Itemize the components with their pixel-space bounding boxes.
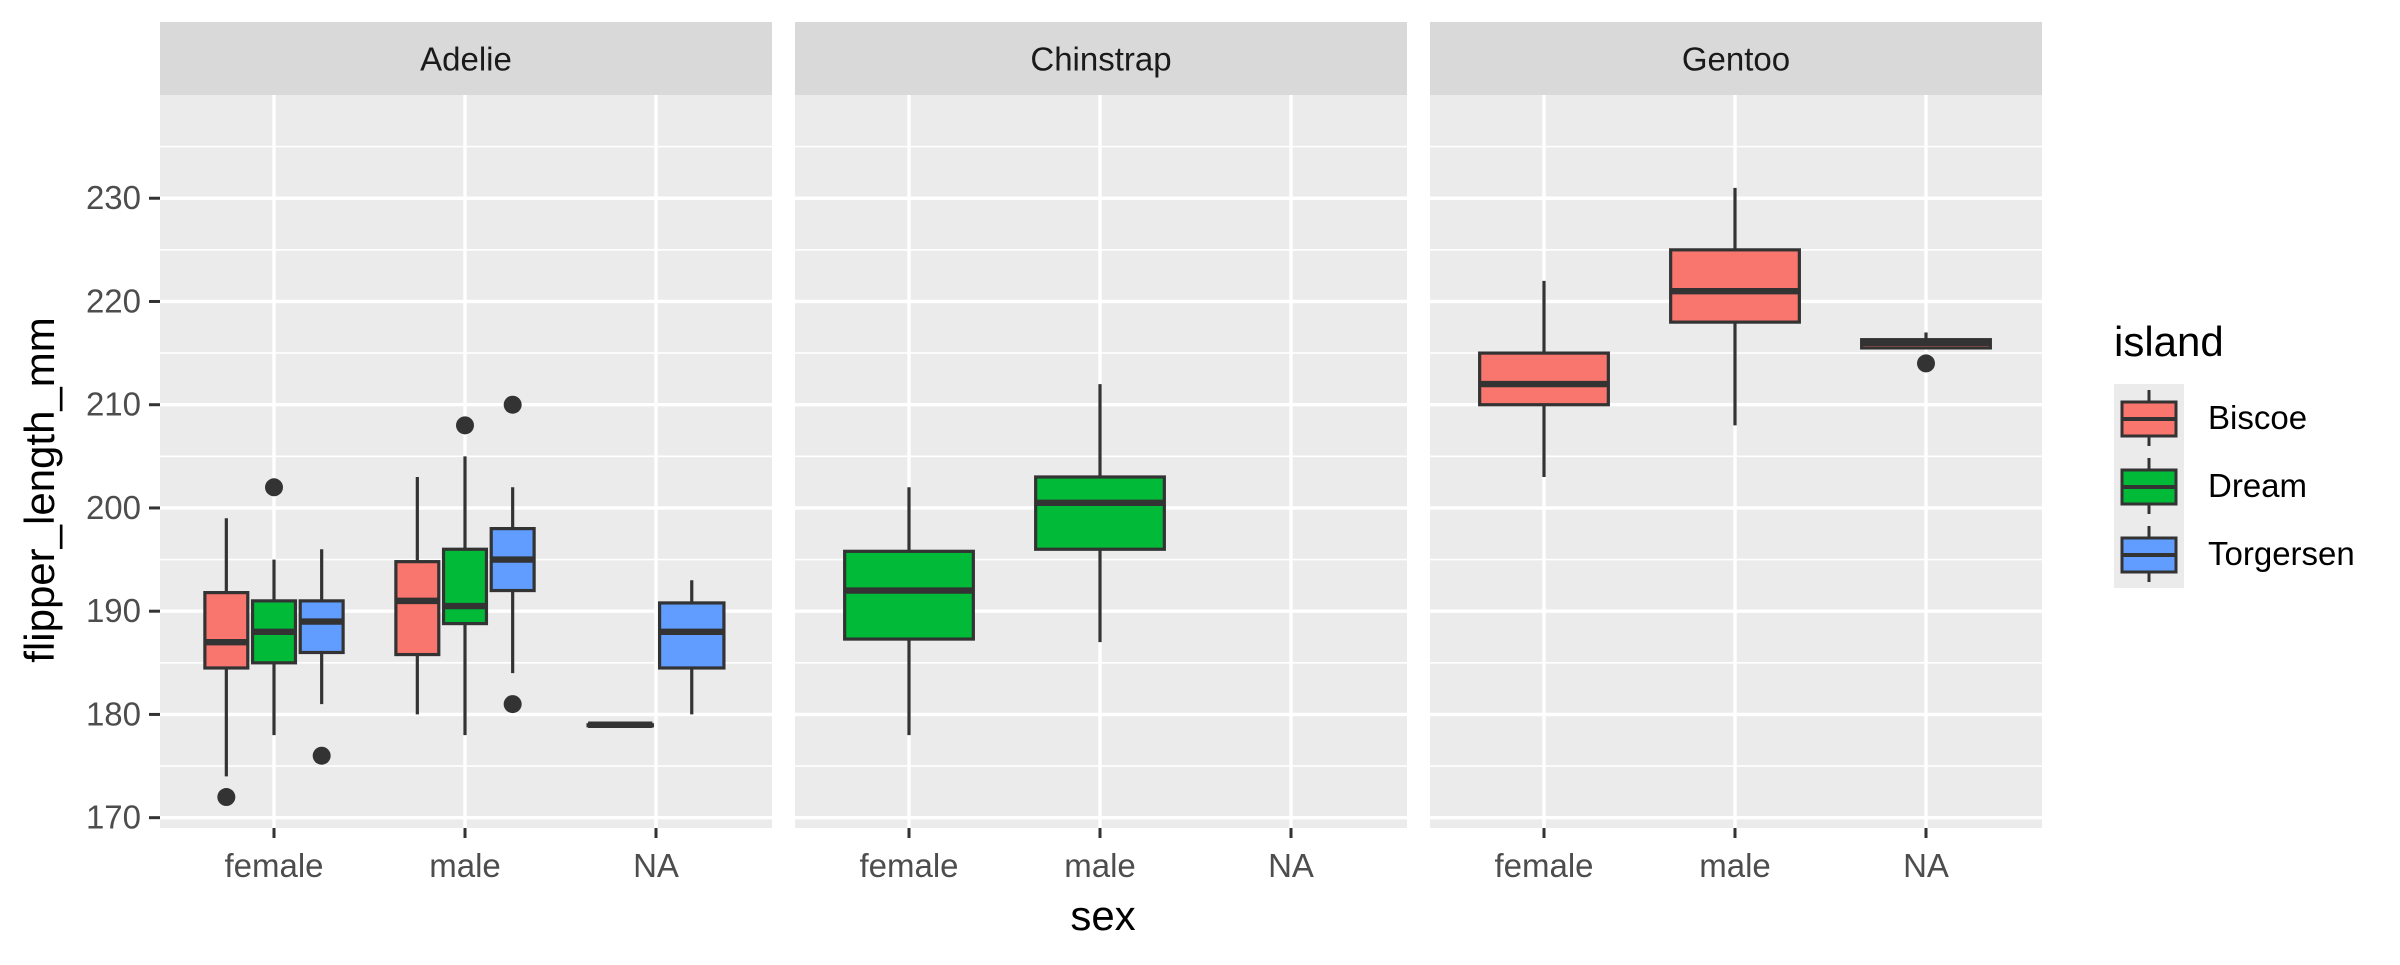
box-adelie-male-dream [441,416,489,736]
x-tick-label: male [1064,847,1136,884]
box-chinstrap-male-dream [1034,384,1166,643]
axes-layer: sex flipper_length_mm female male NA female… [16,179,1949,939]
legend-label: Torgersen [2208,535,2355,572]
panels-layer: Adelie Chinstrap Gentoo [160,22,2042,828]
box-gentoo-female-biscoe [1478,280,1610,477]
outlier-point [265,478,283,497]
outlier-point [1917,354,1935,373]
box-body [203,591,250,670]
outlier-point [503,395,522,414]
y-axis-title: flipper_length_mm [16,317,63,663]
y-tick-label: 210 [86,386,141,423]
outlier-point [217,788,236,807]
facet-strip [795,22,1407,95]
box-body [1669,248,1801,324]
outlier-point [456,416,474,435]
x-tick-label: NA [633,847,679,884]
box-adelie-male-biscoe [394,476,441,715]
box-gentoo-male-biscoe [1669,187,1801,426]
y-tick-label: 200 [86,489,141,526]
facet-panel-gentoo: Gentoo [1430,22,2042,828]
y-tick-label: 180 [86,695,141,732]
box-adelie-female-dream [250,478,298,736]
box-body [394,560,441,657]
y-tick-label: 230 [86,179,141,216]
facet-strip-label: Gentoo [1682,41,1790,78]
box-adelie-na-dream [586,721,655,728]
y-tick-label: 170 [86,799,141,836]
box-body [1034,475,1166,551]
box-body [298,599,345,655]
legend-label: Biscoe [2208,399,2307,436]
box-body [657,601,726,670]
box-body [843,549,975,641]
x-tick-label: male [429,847,501,884]
marks-layer [203,187,1992,807]
x-tick-label: female [859,847,958,884]
facet-strip-label: Chinstrap [1030,41,1171,78]
box-chinstrap-female-dream [843,487,975,736]
x-tick-label: male [1699,847,1771,884]
x-axis-title: sex [1070,892,1135,939]
legend-label: Dream [2208,467,2307,504]
box-adelie-na-torgersen [657,580,726,715]
box-gentoo-na-biscoe [1860,332,1992,373]
legend-item-dream: Dream [2114,452,2307,520]
outlier-point [503,695,522,714]
x-tick-label: NA [1268,847,1314,884]
facet-strip [1430,22,2042,95]
y-tick-label: 220 [86,282,141,319]
legend-item-torgersen: Torgersen [2114,520,2355,588]
box-adelie-female-torgersen [298,549,345,765]
legend-title: island [2114,318,2224,365]
facet-strip-label: Adelie [420,41,512,78]
box-body [1478,351,1610,407]
facet-strip [160,22,772,95]
legend: island Biscoe Dream Torgersen [2114,318,2355,588]
box-body [441,547,489,626]
x-tick-label: female [224,847,323,884]
outlier-point [312,746,331,765]
x-tick-label: NA [1903,847,1949,884]
box-adelie-male-torgersen [489,395,536,714]
y-tick-label: 190 [86,592,141,629]
x-tick-label: female [1494,847,1593,884]
legend-item-biscoe: Biscoe [2114,384,2307,452]
box-adelie-female-biscoe [203,518,250,807]
